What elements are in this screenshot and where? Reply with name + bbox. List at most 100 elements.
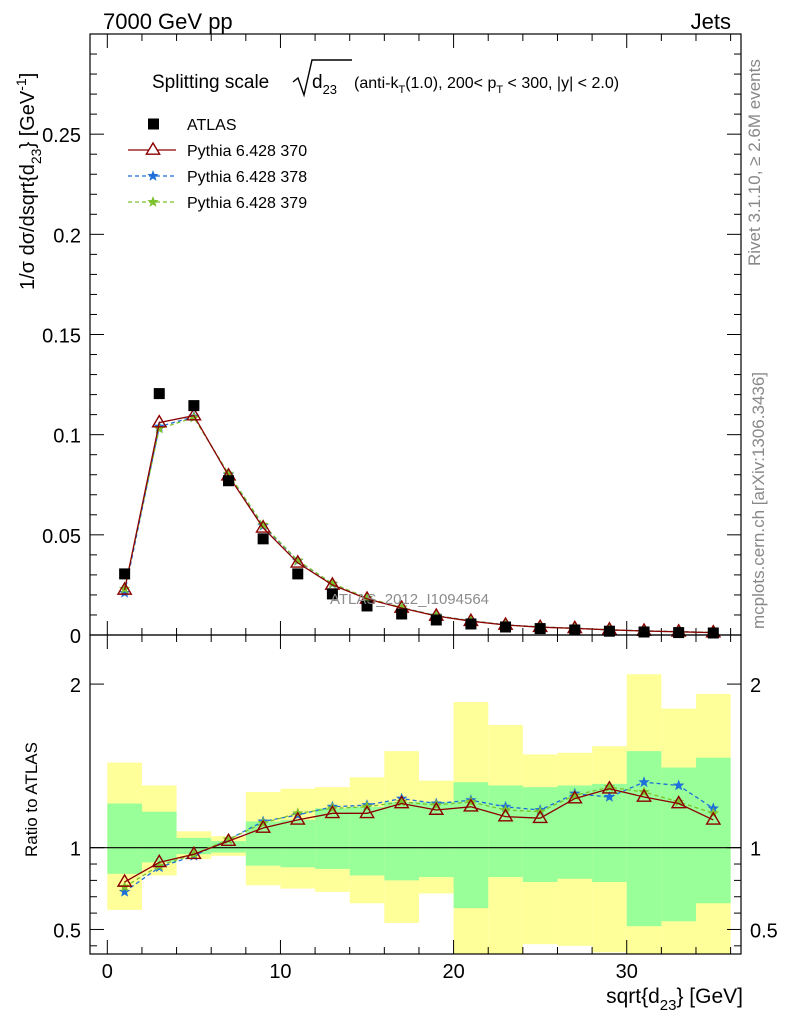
main-atlas-point (534, 623, 546, 635)
main-point-pythia-6-428-370 (255, 519, 272, 533)
ratio-inner-band (315, 808, 350, 869)
x-tick-label: 30 (616, 961, 638, 983)
ratio-point-pythia-6-428-378 (673, 779, 685, 791)
ratio-y-tick-label-right: 0.5 (750, 920, 778, 942)
title-suffix: (anti-k (354, 75, 399, 92)
main-point-pythia-6-428-379 (395, 601, 408, 613)
main-point-pythia-6-428-379 (292, 554, 304, 566)
main-point-pythia-6-428-378 (118, 586, 131, 598)
legend-label: Pythia 6.428 379 (187, 195, 307, 212)
main-atlas-point (707, 627, 719, 639)
ratio-axis-ticks: 0.5 0.51 12 20 10 20 30 (53, 635, 778, 983)
ratio-point-pythia-6-428-379 (465, 795, 477, 807)
main-point-pythia-6-428-379 (222, 467, 235, 479)
chart-title: Splitting scale d23 (anti-kT(1.0), 200< … (152, 59, 619, 98)
ratio-inner-band (418, 801, 454, 878)
main-atlas-point (361, 600, 373, 612)
main-data-marks (116, 388, 722, 639)
main-point-pythia-6-428-370 (186, 407, 202, 421)
ratio-inner-band (141, 811, 177, 863)
ratio-inner-band (592, 783, 627, 883)
ratio-panel: 0.5 0.51 12 20 10 20 30 (53, 634, 778, 983)
ratio-point-pythia-6-428-378 (118, 885, 131, 897)
ratio-point-pythia-6-428-370 (255, 819, 272, 833)
ratio-point-pythia-6-428-379 (395, 795, 408, 807)
ratio-point-pythia-6-428-379 (603, 781, 616, 792)
ratio-point-pythia-6-428-370 (428, 801, 445, 815)
mcplots-side-label: mcplots.cern.ch [arXiv:1306.3436] (749, 372, 768, 629)
legend-square-marker (148, 118, 159, 130)
ratio-point-pythia-6-428-379 (257, 817, 269, 828)
legend-label: Pythia 6.428 378 (187, 169, 307, 186)
main-point-pythia-6-428-370 (289, 554, 306, 568)
ratio-point-pythia-6-428-370 (670, 795, 687, 809)
legend: ATLAS Pythia 6.428 370 Pythia 6.428 378 Pyt… (128, 117, 307, 212)
ratio-point-pythia-6-428-379 (326, 802, 339, 814)
title-suffix-3: < 300, |y| < 2.0) (508, 75, 620, 92)
main-atlas-point (326, 588, 338, 600)
analysis-watermark: ATLAS_2012_I1094564 (330, 591, 489, 608)
ratio-data-marks (116, 776, 722, 897)
title-prefix: Splitting scale (152, 72, 269, 93)
main-y-axis-label: 1/σ dσ/dsqrt{d23} [GeV-1] (13, 73, 44, 290)
main-atlas-point (153, 388, 165, 400)
main-atlas-point (119, 568, 131, 580)
main-atlas-point (465, 618, 477, 630)
ratio-point-pythia-6-428-370 (359, 804, 375, 819)
svg-text:(anti-kT(1.0), 200< pT < 300,: (anti-kT(1.0), 200< pT < 300, |y| < 2.0) (354, 75, 619, 96)
ratio-point-pythia-6-428-370 (601, 780, 618, 794)
main-atlas-point (603, 625, 615, 637)
ratio-inner-band (280, 819, 316, 868)
title-symbol: d (312, 72, 323, 93)
sqrt-sign (292, 59, 352, 98)
x-tick-label: 10 (269, 961, 291, 983)
ratio-inner-band (349, 806, 385, 876)
ratio-point-pythia-6-428-378 (603, 791, 616, 802)
ratio-y-tick-label: 0.5 (53, 920, 81, 942)
legend-label: Pythia 6.428 370 (187, 143, 307, 160)
legend-label: ATLAS (187, 117, 237, 134)
main-y-tick-label: 0.25 (42, 125, 81, 147)
main-atlas-point (188, 400, 200, 412)
ratio-point-pythia-6-428-379 (569, 789, 581, 801)
ratio-point-pythia-6-428-370 (151, 854, 168, 868)
main-atlas-point (500, 621, 512, 633)
header-left: 7000 GeV pp (103, 9, 233, 34)
main-point-pythia-6-428-370 (151, 414, 168, 428)
main-point-pythia-6-428-379 (361, 591, 373, 603)
ratio-inner-band (384, 801, 419, 881)
legend-entry: ATLAS (148, 117, 237, 134)
legend-star-marker (147, 170, 159, 181)
main-atlas-point (292, 568, 304, 580)
main-y-tick-label: 0 (70, 626, 81, 648)
main-point-pythia-6-428-370 (116, 581, 133, 595)
main-atlas-point (430, 614, 442, 626)
main-atlas-point (673, 627, 685, 639)
ratio-frame (89, 634, 742, 955)
main-atlas-point (257, 533, 269, 545)
ratio-uncertainty-bands (90, 674, 741, 954)
legend-entry: Pythia 6.428 378 (128, 169, 307, 186)
ratio-point-pythia-6-428-370 (324, 804, 341, 819)
ratio-y-tick-label: 2 (70, 675, 81, 697)
ratio-point-pythia-6-428-370 (289, 811, 306, 825)
ratio-y-tick-label-right: 1 (750, 839, 761, 861)
main-line-pythia-6-428-370 (123, 414, 714, 634)
ratio-point-pythia-6-428-370 (636, 788, 652, 802)
ratio-point-pythia-6-428-370 (186, 845, 202, 860)
main-atlas-point (569, 624, 581, 636)
ratio-inner-band (107, 803, 142, 874)
legend-star-marker (147, 196, 159, 207)
main-atlas-point (223, 475, 235, 487)
ratio-y-axis-label: Ratio to ATLAS (22, 742, 41, 857)
ratio-point-pythia-6-428-370 (705, 811, 722, 825)
legend-triangle-marker (145, 141, 161, 155)
main-y-tick-label: 0.2 (53, 225, 81, 247)
ratio-y-tick-label: 1 (70, 839, 81, 861)
title-suffix-2-sub: T (496, 84, 503, 96)
svg-text:d23: d23 (312, 72, 337, 97)
ratio-point-pythia-6-428-379 (673, 795, 685, 807)
ratio-point-pythia-6-428-370 (116, 873, 133, 887)
ratio-y-tick-label-right: 2 (750, 675, 761, 697)
